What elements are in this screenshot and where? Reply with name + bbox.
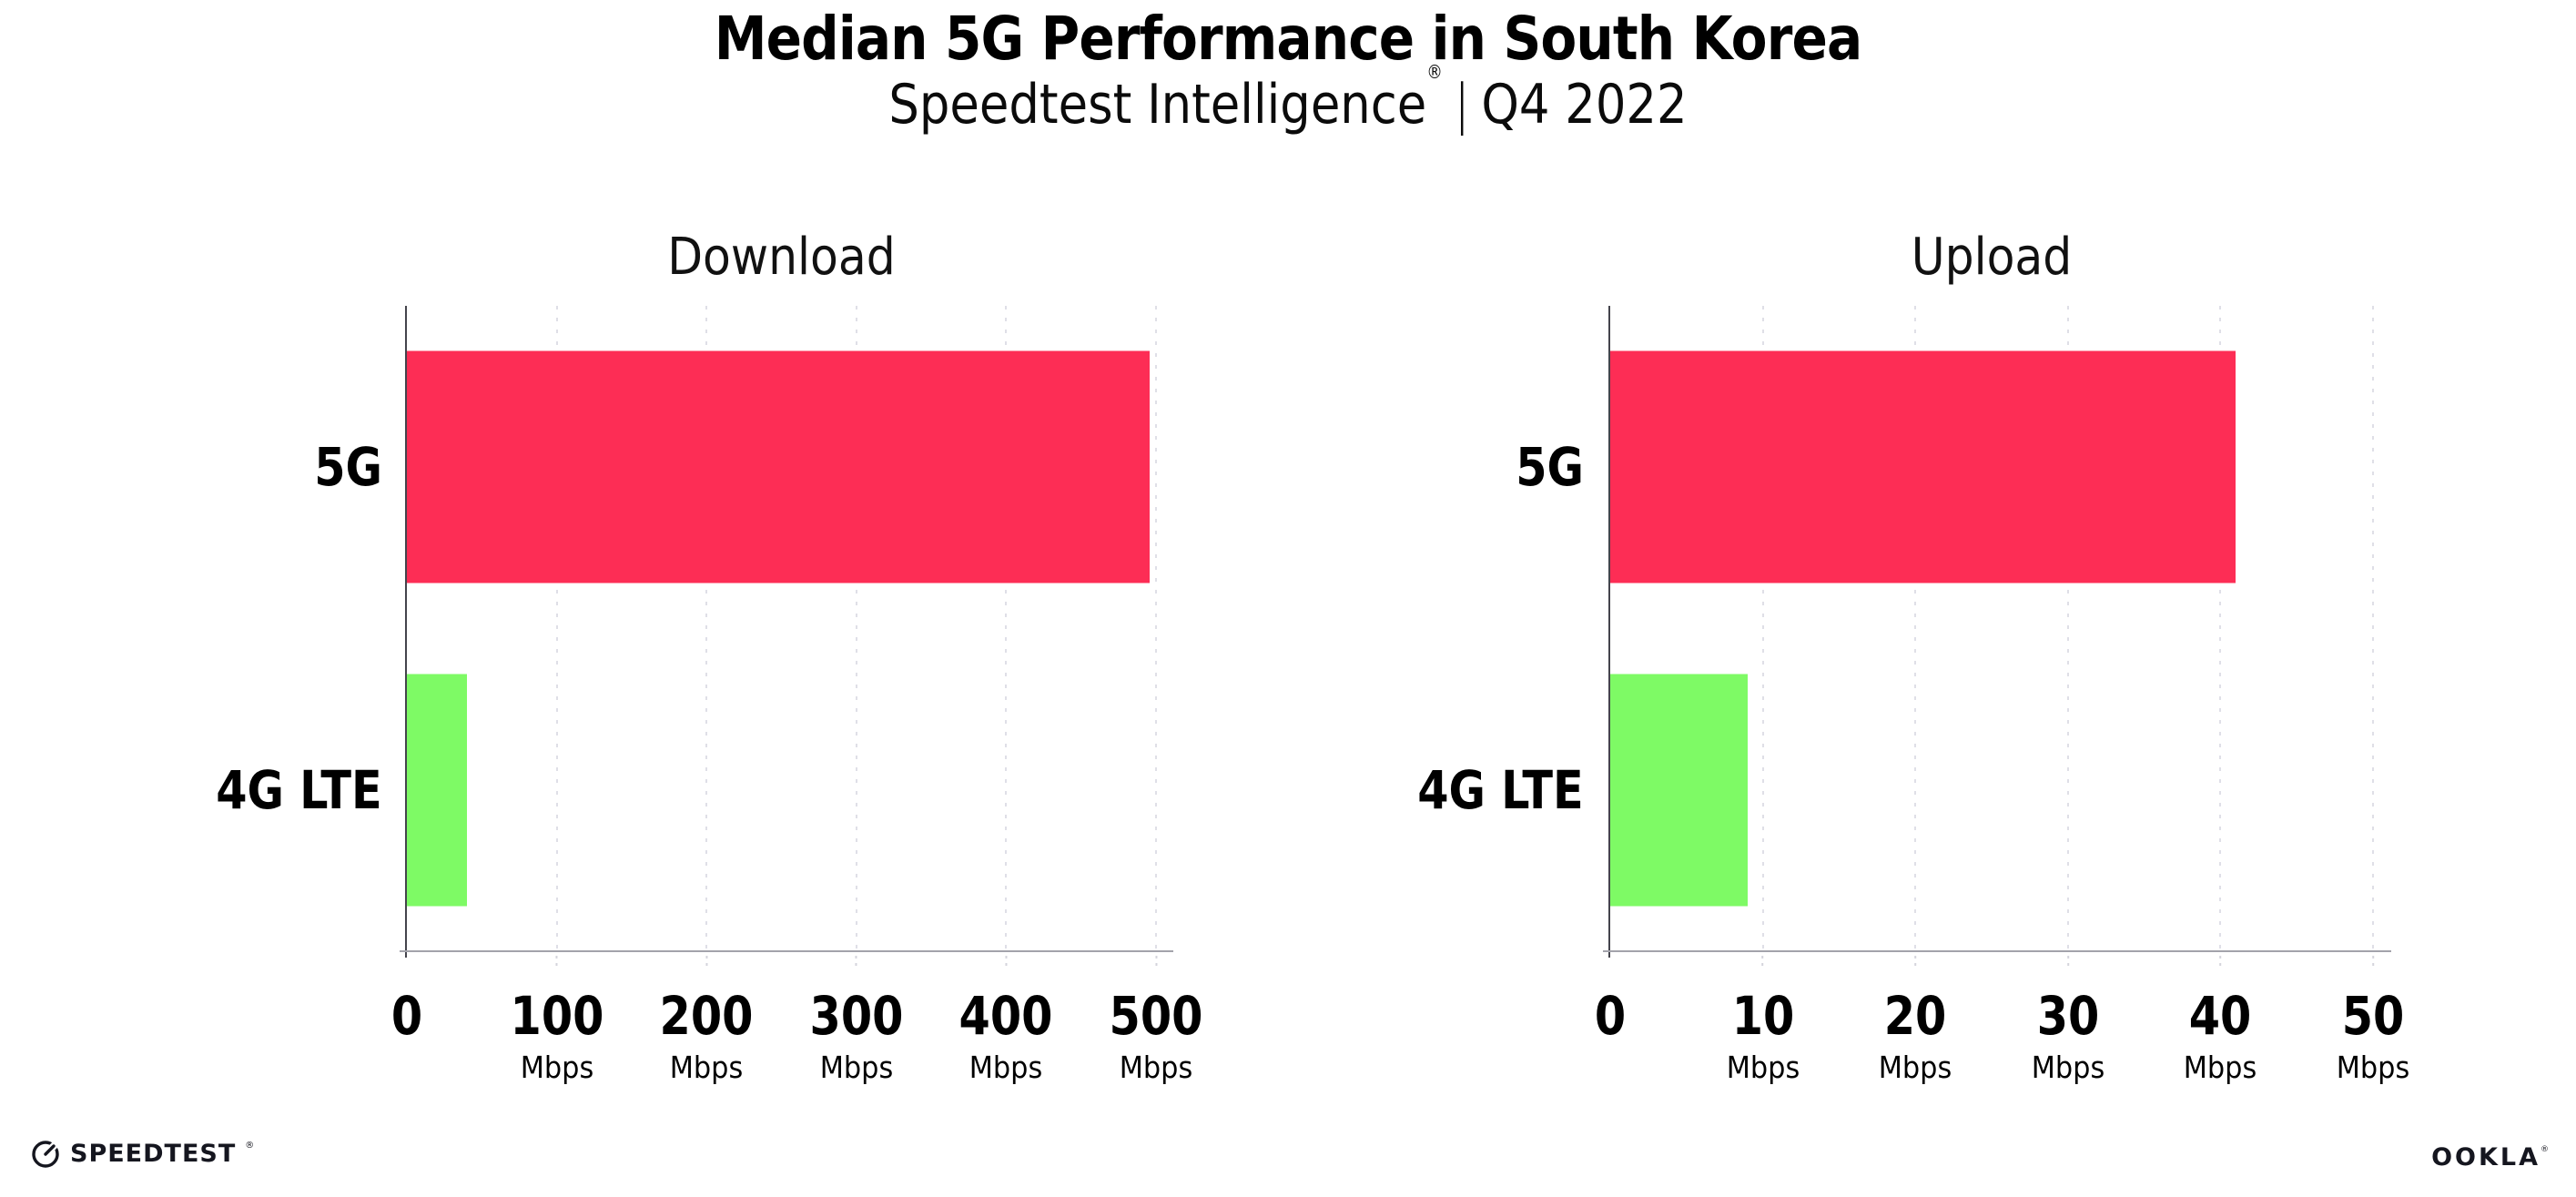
tick-100: 100 Mbps [502, 956, 612, 1085]
x-axis-ticks: 0 10 Mbps 20 Mbps 30 Mbps 40 Mbps 50 Mbps [1595, 956, 2409, 1134]
tick-10: 10 Mbps [1723, 956, 1803, 1085]
page-subtitle: Speedtest Intelligence® | Q4 2022 [155, 61, 2421, 137]
category-label-4g-lte: 4G LTE [216, 758, 382, 821]
x-axis-line [1603, 950, 2391, 952]
tick-unit: Mbps [1878, 1049, 1952, 1085]
tick-20: 20 Mbps [1875, 956, 1955, 1085]
tick-mark [1005, 956, 1008, 968]
tick-mark [1914, 956, 1917, 968]
tick-value: 20 [1883, 985, 1947, 1047]
tick-value: 0 [390, 985, 423, 1047]
tick-value: 0 [1594, 985, 1627, 1047]
category-labels: 5G 4G LTE [0, 306, 1584, 951]
tick-mark [555, 956, 558, 968]
page-title: Median 5G Performance in South Korea [714, 4, 1862, 74]
tick-unit: Mbps [669, 1049, 744, 1085]
tick-value: 500 [1109, 985, 1203, 1047]
tick-unit: Mbps [819, 1049, 894, 1085]
gridline-400 [1005, 306, 1008, 951]
x-axis-ticks: 0 100 Mbps 200 Mbps 300 Mbps 400 Mbps 500 Mbps [391, 956, 1202, 1134]
speedtest-wordmark: SPEEDTEST [70, 1139, 237, 1168]
category-labels: 5G 4G LTE [0, 306, 382, 951]
tick-mark [2066, 956, 2069, 968]
gridline-100 [555, 306, 558, 951]
tick-40: 40 Mbps [2181, 956, 2261, 1085]
tick-unit: Mbps [2184, 1049, 2257, 1085]
tick-mark [2372, 956, 2374, 968]
ookla-registered-mark: ® [2541, 1144, 2549, 1154]
y-axis-spine [405, 306, 407, 958]
tick-300: 300 Mbps [801, 956, 911, 1085]
tick-value: 300 [809, 985, 904, 1047]
tick-0: 0 [1592, 989, 1628, 1044]
tick-30: 30 Mbps [2028, 956, 2108, 1085]
tick-unit: Mbps [1119, 1049, 1193, 1085]
tick-unit: Mbps [969, 1049, 1043, 1085]
speedtest-registered-mark: ® [245, 1140, 255, 1151]
category-label-5g: 5G [1516, 436, 1584, 499]
gridline-10 [1761, 306, 1764, 951]
tick-0: 0 [389, 989, 425, 1044]
ookla-wordmark: OOKLA [2431, 1143, 2541, 1172]
gridline-50 [2372, 306, 2374, 951]
tick-mark [705, 956, 708, 968]
tick-value: 200 [659, 985, 754, 1047]
tick-unit: Mbps [1726, 1049, 1800, 1085]
tick-unit: Mbps [520, 1049, 593, 1085]
bar-4g-lte [1610, 674, 1748, 907]
tick-value: 40 [2189, 985, 2252, 1047]
subtitle-separator: | [1454, 73, 1470, 137]
tick-value: 30 [2036, 985, 2100, 1047]
tick-500: 500 Mbps [1100, 956, 1211, 1085]
plot-area-download [407, 306, 1157, 951]
gridline-300 [855, 306, 857, 951]
tick-value: 50 [2341, 985, 2405, 1047]
ookla-logo: OOKLA ® [2431, 1143, 2549, 1172]
tick-50: 50 Mbps [2333, 956, 2413, 1085]
tick-mark [2219, 956, 2222, 968]
gridline-500 [1155, 306, 1157, 951]
tick-400: 400 Mbps [951, 956, 1061, 1085]
tick-mark [1761, 956, 1764, 968]
category-label-4g-lte: 4G LTE [1417, 758, 1584, 821]
x-axis-line [400, 950, 1173, 952]
subtitle-period: Q4 2022 [1481, 73, 1688, 137]
tick-mark [1154, 956, 1157, 968]
registered-mark: ® [1426, 61, 1443, 83]
gridline-30 [2066, 306, 2069, 951]
chart-title-upload: Upload [1911, 228, 2073, 287]
chart-title-download: Download [667, 228, 896, 287]
tick-value: 10 [1731, 985, 1794, 1047]
plot-area-upload [1610, 306, 2374, 951]
category-label-5g: 5G [314, 436, 382, 499]
tick-unit: Mbps [2336, 1049, 2410, 1085]
speedtest-logo: SPEEDTEST ® [30, 1138, 254, 1169]
tick-value: 400 [958, 985, 1053, 1047]
gridline-200 [705, 306, 708, 951]
tick-mark [855, 956, 857, 968]
speedtest-gauge-icon [32, 1139, 61, 1168]
gridline-40 [2219, 306, 2222, 951]
y-axis-spine [1608, 306, 1610, 958]
bar-4g-lte [407, 674, 467, 907]
bar-5g [1610, 350, 2236, 583]
tick-value: 100 [510, 985, 604, 1047]
tick-unit: Mbps [2031, 1049, 2105, 1085]
subtitle-brand: Speedtest Intelligence [888, 73, 1427, 137]
bar-5g [407, 350, 1151, 583]
gridline-20 [1914, 306, 1917, 951]
tick-200: 200 Mbps [652, 956, 762, 1085]
